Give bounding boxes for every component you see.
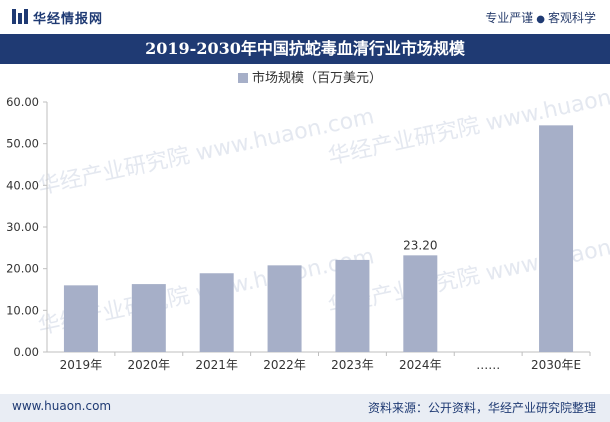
x-tick-label: 2022年	[263, 358, 306, 372]
slogan-right: 客观科学	[547, 11, 596, 25]
footer-source: 资料来源：公开资料，华经产业研究院整理	[367, 401, 596, 415]
x-tick-label: 2019年	[60, 358, 103, 372]
y-tick-label: 40.00	[6, 178, 39, 192]
legend-label: 市场规模（百万美元）	[252, 70, 382, 86]
bar-1	[131, 284, 166, 352]
slogan-left: 专业严谨	[485, 11, 534, 25]
bar-7	[539, 125, 574, 352]
y-tick-label: 0.00	[13, 345, 39, 359]
x-tick-label: ……	[476, 358, 500, 372]
chart-area: 华经产业研究院 www.huaon.com 华经产业研究院 www.huaon.c…	[0, 64, 610, 394]
x-axis: 2019年 2020年 2021年 2022年 2023年 2024年 …… 2030年E	[60, 352, 591, 372]
x-tick-label: 2024年	[399, 358, 442, 372]
x-tick-label: 2021年	[195, 358, 238, 372]
brand-name: 华经情报网	[33, 12, 104, 27]
y-tick-label: 30.00	[6, 220, 39, 234]
chart-title: 2019-2030年中国抗蛇毒血清行业市场规模	[0, 34, 610, 64]
data-label: 23.20	[403, 238, 437, 252]
y-tick-label: 10.00	[6, 303, 39, 317]
bar-3	[267, 265, 302, 352]
x-tick-label: 2020年	[128, 358, 171, 372]
watermark-text-0: 华经产业研究院 www.huaon.com	[36, 104, 376, 200]
footer-site: www.huaon.com	[12, 399, 112, 413]
bar-2	[199, 273, 234, 352]
brand-logo-icon	[12, 9, 28, 24]
slogan: 专业严谨 ● 客观科学	[485, 9, 596, 26]
footer: www.huaon.com 资料来源：公开资料，华经产业研究院整理	[0, 394, 610, 422]
legend: 市场规模（百万美元）	[238, 70, 382, 86]
bar-5	[403, 255, 438, 352]
top-bar: 华经情报网 专业严谨 ● 客观科学	[0, 0, 610, 34]
bar-0	[63, 285, 98, 352]
y-tick-label: 60.00	[6, 95, 39, 109]
dot-separator-icon: ●	[536, 14, 545, 25]
bars: 23.20	[63, 125, 574, 352]
y-tick-label: 50.00	[6, 137, 39, 151]
bar-4	[335, 259, 370, 352]
x-tick-label: 2030年E	[531, 358, 581, 372]
x-tick-label: 2023年	[331, 358, 374, 372]
y-tick-label: 20.00	[6, 262, 39, 276]
legend-swatch	[238, 73, 248, 83]
